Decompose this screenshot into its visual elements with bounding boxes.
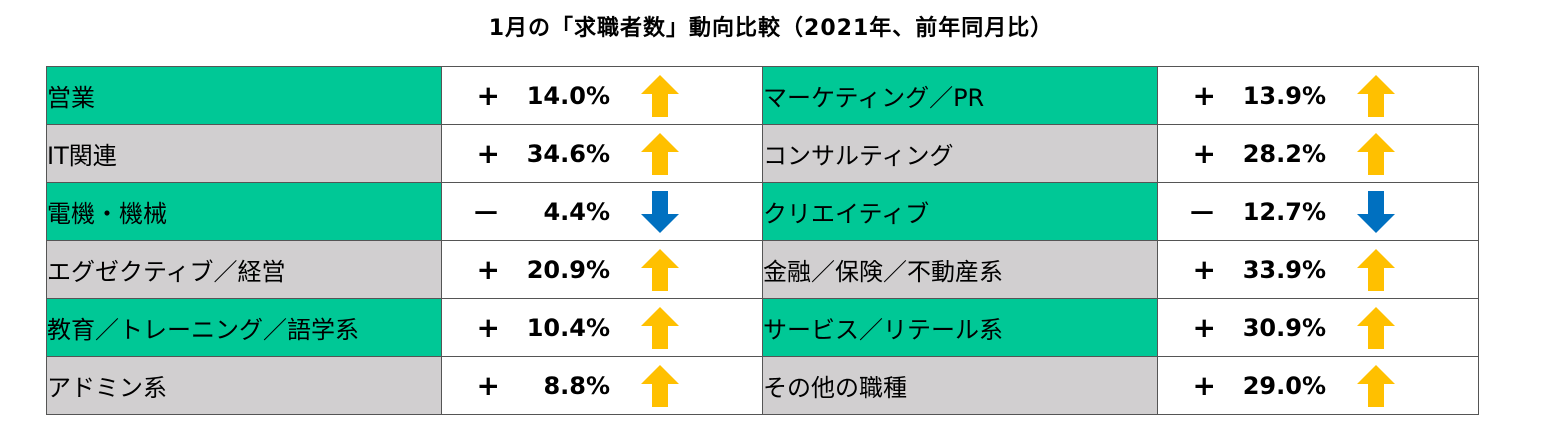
arrow-up-icon (1357, 248, 1395, 291)
value-cell: － 4.4% (441, 182, 763, 241)
category-cell: アドミン系 (46, 356, 442, 415)
change-value: 28.2% (1242, 139, 1326, 168)
value-cell: +10.4% (441, 298, 763, 357)
arrow-up-icon (1357, 132, 1395, 175)
value-cell: +34.6% (441, 124, 763, 183)
category-cell: コンサルティング (762, 124, 1158, 183)
arrow-down-icon (641, 190, 679, 233)
change-value: 13.9% (1242, 81, 1326, 110)
change-sign: + (1192, 79, 1216, 112)
change-sign: + (1192, 311, 1216, 344)
category-cell: 営業 (46, 66, 442, 125)
table-row: アドミン系 +8.8% その他の職種 +29.0% (46, 356, 1479, 415)
change-value: 20.9% (526, 255, 610, 284)
value-cell: +8.8% (441, 356, 763, 415)
change-value: 30.9% (1242, 313, 1326, 342)
value-wrap: +8.8% (442, 357, 762, 414)
change-sign: － (471, 196, 500, 230)
arrow-up-icon (641, 306, 679, 349)
table-row: 教育／トレーニング／語学系 +10.4% サービス／リテール系 +30.9% (46, 298, 1479, 357)
value-wrap: － 12.7% (1158, 183, 1478, 240)
change-sign: + (476, 311, 500, 344)
value-wrap: +34.6% (442, 125, 762, 182)
change-sign: + (1192, 137, 1216, 170)
value-cell: +13.9% (1157, 66, 1479, 125)
value-wrap: +29.0% (1158, 357, 1478, 414)
value-wrap: +30.9% (1158, 299, 1478, 356)
chart-title: 1月の「求職者数」動向比較（2021年、前年同月比） (488, 16, 1054, 41)
value-wrap: +10.4% (442, 299, 762, 356)
change-value: 10.4% (526, 313, 610, 342)
arrow-up-icon (1357, 364, 1395, 407)
category-cell: 金融／保険／不動産系 (762, 240, 1158, 299)
value-cell: +29.0% (1157, 356, 1479, 415)
category-cell: サービス／リテール系 (762, 298, 1158, 357)
change-sign: + (476, 79, 500, 112)
value-wrap: － 4.4% (442, 183, 762, 240)
table-row: 営業 +14.0% マーケティング／PR +13.9% (46, 66, 1479, 125)
value-cell: － 12.7% (1157, 182, 1479, 241)
category-cell: その他の職種 (762, 356, 1158, 415)
table-row: エグゼクティブ／経営 +20.9% 金融／保険／不動産系 +33.9% (46, 240, 1479, 299)
category-cell: IT関連 (46, 124, 442, 183)
category-cell: 電機・機械 (46, 182, 442, 241)
value-cell: +30.9% (1157, 298, 1479, 357)
table-row: IT関連 +34.6% コンサルティング +28.2% (46, 124, 1479, 183)
category-cell: 教育／トレーニング／語学系 (46, 298, 442, 357)
arrow-up-icon (641, 364, 679, 407)
arrow-up-icon (1357, 74, 1395, 117)
category-cell: クリエイティブ (762, 182, 1158, 241)
change-value: 12.7% (1242, 197, 1326, 226)
change-sign: + (476, 137, 500, 170)
table-row: 電機・機械 － 4.4% クリエイティブ － 12.7% (46, 182, 1479, 241)
change-value: 34.6% (526, 139, 610, 168)
arrow-up-icon (1357, 306, 1395, 349)
change-sign: + (1192, 253, 1216, 286)
change-sign: + (1192, 369, 1216, 402)
category-cell: マーケティング／PR (762, 66, 1158, 125)
change-value: 29.0% (1242, 371, 1326, 400)
change-sign: + (476, 369, 500, 402)
value-wrap: +14.0% (442, 67, 762, 124)
value-wrap: +28.2% (1158, 125, 1478, 182)
change-sign: + (476, 253, 500, 286)
value-cell: +33.9% (1157, 240, 1479, 299)
table-body: 営業 +14.0% マーケティング／PR +13.9% IT関連 +34.6% コンサルティ… (46, 66, 1479, 415)
change-value: 14.0% (526, 81, 610, 110)
arrow-down-icon (1357, 190, 1395, 233)
arrow-up-icon (641, 248, 679, 291)
arrow-up-icon (641, 74, 679, 117)
value-wrap: +13.9% (1158, 67, 1478, 124)
value-cell: +20.9% (441, 240, 763, 299)
arrow-up-icon (641, 132, 679, 175)
change-sign: － (1187, 196, 1216, 230)
value-wrap: +33.9% (1158, 241, 1478, 298)
value-wrap: +20.9% (442, 241, 762, 298)
value-cell: +28.2% (1157, 124, 1479, 183)
comparison-table: 営業 +14.0% マーケティング／PR +13.9% IT関連 +34.6% コンサルティ… (46, 66, 1479, 415)
change-value: 8.8% (543, 371, 610, 400)
change-value: 33.9% (1242, 255, 1326, 284)
category-cell: エグゼクティブ／経営 (46, 240, 442, 299)
value-cell: +14.0% (441, 66, 763, 125)
change-value: 4.4% (543, 197, 610, 226)
